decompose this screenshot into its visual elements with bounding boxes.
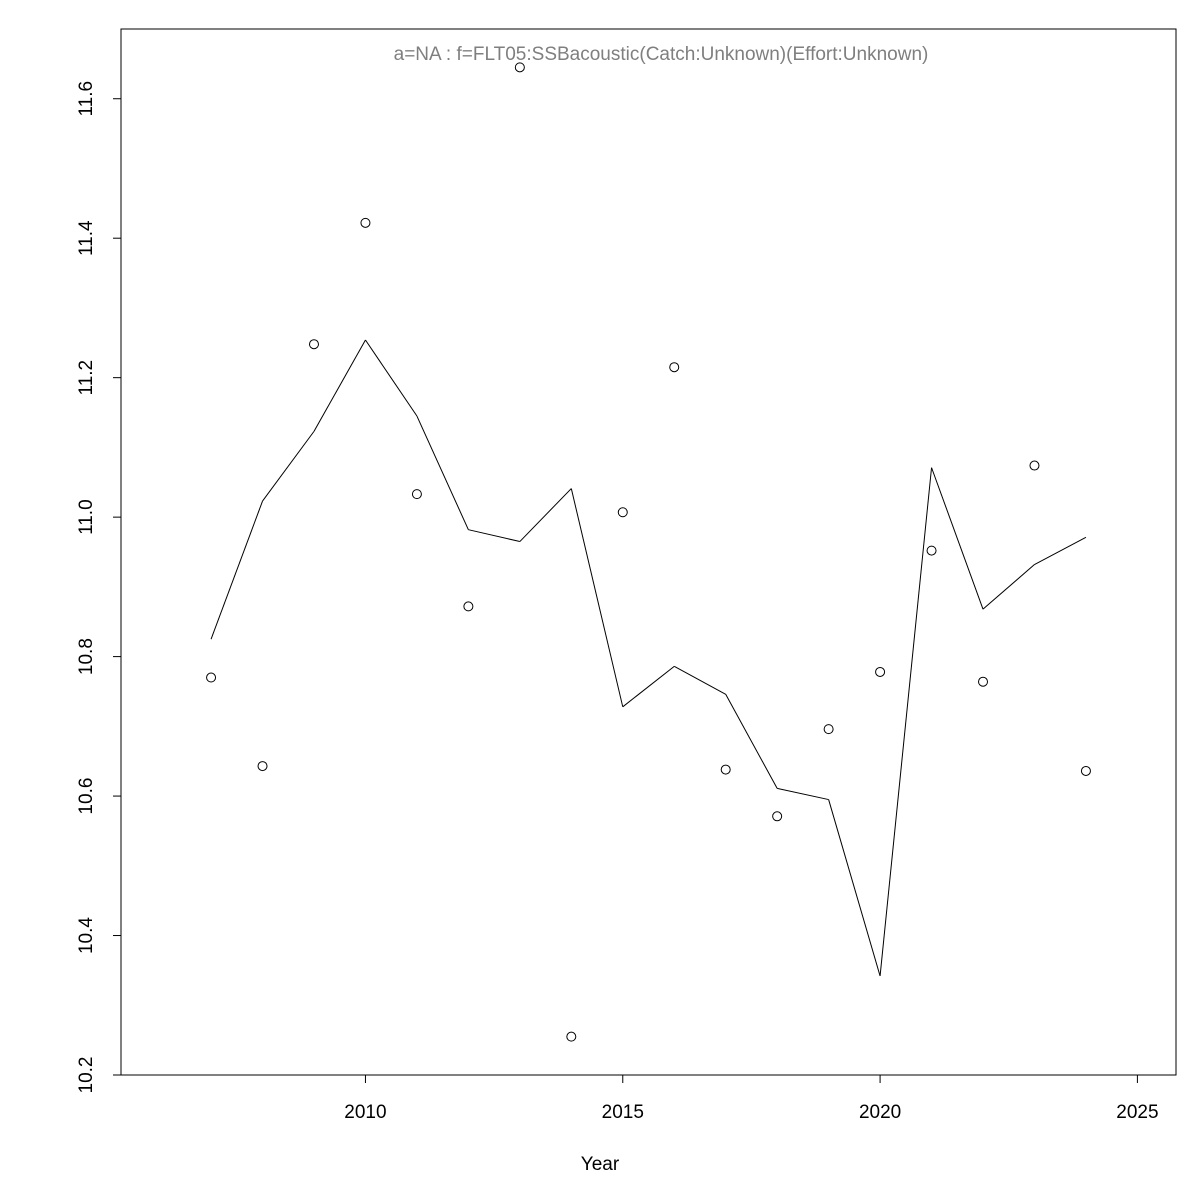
observed-point <box>206 672 217 683</box>
x-tick-label: 2015 <box>602 1102 644 1123</box>
y-tick-label: 10.6 <box>76 778 97 815</box>
observed-point <box>926 545 937 556</box>
fit-line-segment <box>879 467 933 977</box>
observed-point <box>411 489 422 500</box>
observed-point <box>1029 460 1040 471</box>
observed-point <box>514 62 525 73</box>
y-tick-label: 11.4 <box>76 220 97 256</box>
observed-point <box>875 666 886 677</box>
fit-line-segment <box>416 415 469 530</box>
fit-line-segment <box>519 488 572 542</box>
x-axis: 2010 2015 2020 2025 <box>344 1074 1159 1123</box>
observed-point <box>823 724 834 735</box>
fit-line-segment <box>468 529 520 543</box>
fit-line-segment <box>725 694 778 789</box>
fit-line-segment <box>622 665 675 708</box>
fit-line-segment <box>673 665 726 695</box>
x-tick-label: 2020 <box>859 1102 901 1123</box>
fit-line-segment <box>1034 536 1087 565</box>
fit-line-segment <box>365 339 418 417</box>
fit-line-segment <box>262 431 315 502</box>
fit-line-segment <box>931 467 984 610</box>
chart-title: a=NA : f=FLT05:SSBacoustic(Catch:Unknown… <box>394 44 929 65</box>
observed-point <box>669 362 680 373</box>
y-tick-label: 11.6 <box>76 81 97 117</box>
observed-point <box>566 1031 577 1042</box>
observed-point <box>772 811 783 822</box>
fit-line-segment <box>570 488 624 707</box>
fit-line-segment <box>777 787 829 801</box>
observed-point <box>1080 765 1091 776</box>
series-layer <box>206 62 1091 1042</box>
fit-line-segment <box>828 799 881 977</box>
observed-point <box>308 339 319 350</box>
y-axis: 10.2 10.4 10.6 10.8 11.0 11.2 11.4 11.6 <box>76 81 122 1094</box>
x-tick-label: 2010 <box>344 1102 386 1123</box>
x-axis-title: Year <box>581 1154 620 1175</box>
y-tick-label: 10.2 <box>76 1057 97 1094</box>
fit-line-segment <box>313 339 366 432</box>
y-tick-label: 10.4 <box>76 917 97 954</box>
y-tick-label: 11.0 <box>76 499 97 535</box>
observed-point <box>617 507 628 518</box>
observed-point <box>257 761 268 772</box>
fit-line-segment <box>982 564 1035 610</box>
fit-line-segment <box>210 500 263 640</box>
observed-point <box>978 676 989 687</box>
y-tick-label: 10.8 <box>76 638 97 675</box>
observed-point <box>463 601 474 612</box>
observed-point <box>720 764 731 775</box>
y-tick-label: 11.2 <box>76 360 97 396</box>
x-tick-label: 2025 <box>1116 1102 1158 1123</box>
plot-frame <box>120 28 1177 1076</box>
observed-point <box>360 217 371 228</box>
